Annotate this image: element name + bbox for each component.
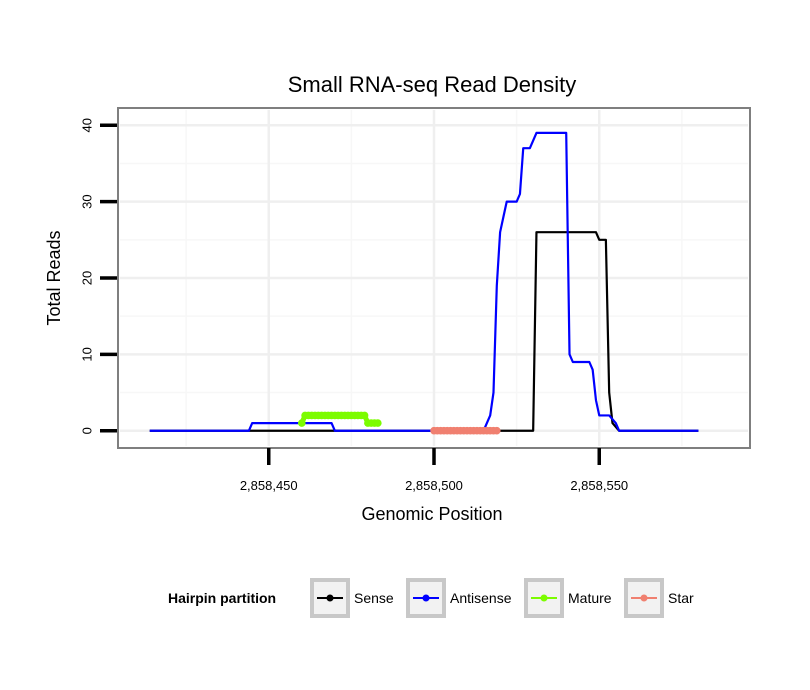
grid-lines [120, 110, 748, 446]
legend-point-star [640, 594, 648, 602]
axis-ticks: 2,858,450 2,858,500 2,858,550 0 10 20 30 40 [79, 118, 628, 493]
legend-point-mature [540, 594, 548, 602]
legend-point-sense [326, 594, 334, 602]
mature-point [360, 411, 369, 420]
y-axis-label: Total Reads [44, 230, 64, 325]
y-tick-label: 40 [79, 118, 94, 132]
legend-label-star: Star [668, 590, 694, 606]
legend: Hairpin partition Sense Antisense Mature St… [168, 578, 694, 618]
legend-point-antisense [422, 594, 430, 602]
y-tick-label: 10 [79, 347, 94, 361]
legend-label-mature: Mature [568, 590, 612, 606]
sense-line [149, 231, 699, 432]
y-tick-label: 30 [79, 194, 94, 208]
star-point [493, 426, 501, 435]
series-mature [297, 411, 382, 427]
x-tick-label: 2,858,450 [240, 478, 298, 493]
x-tick-label: 2,858,500 [405, 478, 463, 493]
antisense-line [149, 131, 699, 432]
series-sense [149, 231, 699, 432]
mature-point [374, 419, 382, 427]
series-layer [149, 131, 699, 435]
series-star [430, 426, 501, 435]
mature-point [297, 419, 306, 427]
x-tick-label: 2,858,550 [570, 478, 628, 493]
y-tick-label: 0 [79, 427, 94, 434]
series-antisense [149, 131, 699, 432]
legend-title: Hairpin partition [168, 590, 276, 606]
x-axis-label: Genomic Position [361, 504, 502, 524]
chart-title: Small RNA-seq Read Density [288, 72, 577, 97]
y-tick-label: 20 [79, 271, 94, 285]
legend-label-antisense: Antisense [450, 590, 512, 606]
legend-label-sense: Sense [354, 590, 394, 606]
